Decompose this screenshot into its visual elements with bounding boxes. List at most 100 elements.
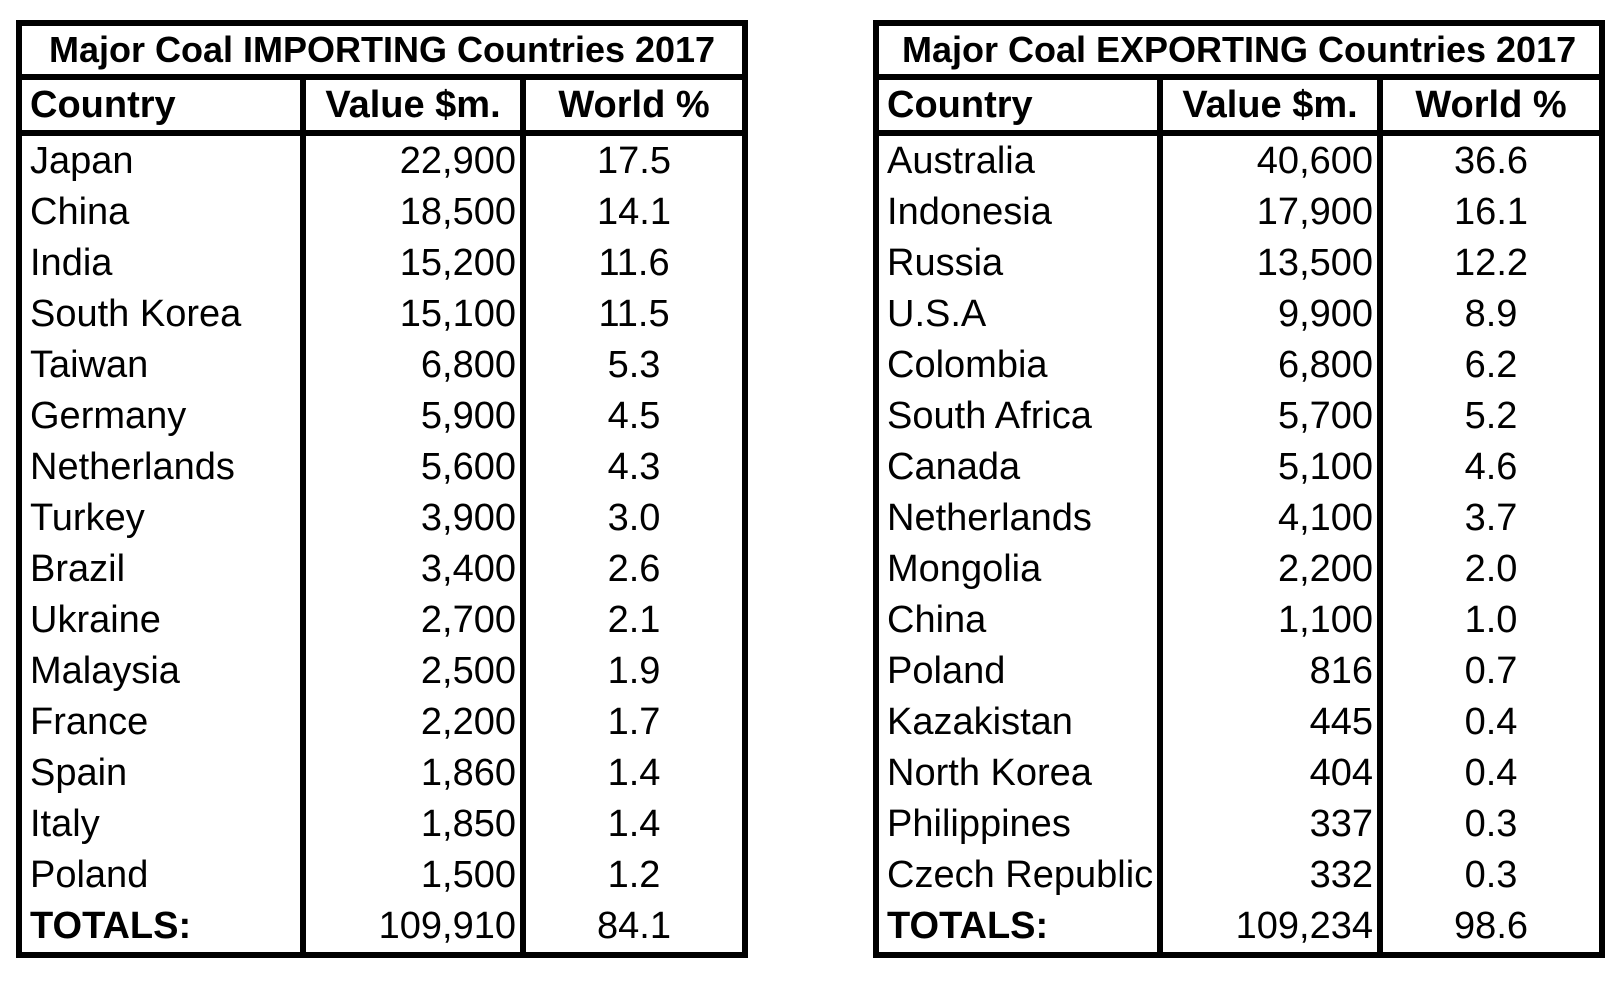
value-cell: 40,600	[1157, 133, 1381, 187]
country-cell: Turkey	[30, 497, 145, 539]
world-pct-cell: 1.2	[519, 850, 746, 901]
column-header-row: Country Value $m. World %	[876, 77, 1603, 136]
data-row: Mongolia 2,200 2.0	[876, 544, 1603, 595]
value-cell: 5,600	[300, 442, 523, 493]
value-cell: 17,900	[1157, 187, 1381, 238]
country-cell: Kazakistan	[887, 701, 1073, 743]
country-cell: Malaysia	[30, 650, 180, 692]
totals-value-cell: 109,234	[1157, 901, 1381, 955]
country-cell: Netherlands	[30, 446, 235, 488]
world-pct-cell: 0.3	[1377, 799, 1603, 850]
coal-trade-tables-page: Major Coal IMPORTING Countries 2017 Coun…	[16, 20, 1606, 958]
column-header-country: Country	[19, 77, 303, 136]
world-pct-cell: 0.4	[1377, 697, 1603, 748]
data-row: U.S.A 9,900 8.9	[876, 289, 1603, 340]
value-cell: 1,500	[300, 850, 523, 901]
world-pct-cell: 2.1	[519, 595, 746, 646]
value-cell: 1,100	[1157, 595, 1381, 646]
table-title-row: Major Coal IMPORTING Countries 2017	[19, 23, 746, 80]
data-row: Czech Republic 332 0.3	[876, 850, 1603, 901]
country-cell: France	[30, 701, 149, 743]
value-cell: 2,500	[300, 646, 523, 697]
totals-row: TOTALS: 109,910 84.1	[19, 901, 746, 955]
column-header-row: Country Value $m. World %	[19, 77, 746, 136]
world-pct-cell: 12.2	[1377, 238, 1603, 289]
data-row: China 18,500 14.1	[19, 187, 746, 238]
world-pct-cell: 5.3	[519, 340, 746, 391]
column-header-value: Value $m.	[1157, 77, 1381, 136]
data-row: Ukraine 2,700 2.1	[19, 595, 746, 646]
totals-value-cell: 109,910	[300, 901, 523, 955]
data-row: Turkey 3,900 3.0	[19, 493, 746, 544]
value-cell: 404	[1157, 748, 1381, 799]
world-pct-cell: 0.7	[1377, 646, 1603, 697]
value-cell: 13,500	[1157, 238, 1381, 289]
country-cell: Russia	[887, 242, 1004, 284]
value-cell: 1,860	[300, 748, 523, 799]
data-row: Netherlands 5,600 4.3	[19, 442, 746, 493]
country-cell: Philippines	[887, 803, 1071, 845]
value-cell: 5,100	[1157, 442, 1381, 493]
country-cell: Ukraine	[30, 599, 161, 641]
value-cell: 445	[1157, 697, 1381, 748]
world-pct-cell: 3.7	[1377, 493, 1603, 544]
value-cell: 9,900	[1157, 289, 1381, 340]
data-row: Indonesia 17,900 16.1	[876, 187, 1603, 238]
column-header-value: Value $m.	[300, 77, 523, 136]
world-pct-cell: 8.9	[1377, 289, 1603, 340]
world-pct-cell: 1.0	[1377, 595, 1603, 646]
data-row: Canada 5,100 4.6	[876, 442, 1603, 493]
country-cell: Poland	[887, 650, 1006, 692]
data-row: Russia 13,500 12.2	[876, 238, 1603, 289]
totals-country-cell: TOTALS:	[30, 905, 192, 947]
world-pct-cell: 1.4	[519, 799, 746, 850]
column-header-world-pct: World %	[519, 77, 746, 136]
world-pct-cell: 1.9	[519, 646, 746, 697]
data-row: Kazakistan 445 0.4	[876, 697, 1603, 748]
table-title-row: Major Coal EXPORTING Countries 2017	[876, 23, 1603, 80]
value-cell: 15,200	[300, 238, 523, 289]
world-pct-cell: 3.0	[519, 493, 746, 544]
data-row: Malaysia 2,500 1.9	[19, 646, 746, 697]
totals-world-pct-cell: 98.6	[1377, 901, 1603, 955]
value-cell: 6,800	[1157, 340, 1381, 391]
data-row: Philippines 337 0.3	[876, 799, 1603, 850]
totals-row: TOTALS: 109,234 98.6	[876, 901, 1603, 955]
totals-world-pct-cell: 84.1	[519, 901, 746, 955]
data-row: Brazil 3,400 2.6	[19, 544, 746, 595]
world-pct-cell: 11.5	[519, 289, 746, 340]
value-cell: 816	[1157, 646, 1381, 697]
data-row: Netherlands 4,100 3.7	[876, 493, 1603, 544]
world-pct-cell: 17.5	[519, 133, 746, 187]
value-cell: 332	[1157, 850, 1381, 901]
world-pct-cell: 11.6	[519, 238, 746, 289]
country-cell: Italy	[30, 803, 100, 845]
country-cell: Colombia	[887, 344, 1048, 386]
country-cell: Canada	[887, 446, 1021, 488]
country-cell: Japan	[30, 140, 134, 182]
exporting-table-title: Major Coal EXPORTING Countries 2017	[876, 23, 1603, 80]
country-cell: Australia	[887, 140, 1035, 182]
value-cell: 3,400	[300, 544, 523, 595]
data-row: China 1,100 1.0	[876, 595, 1603, 646]
data-row: Colombia 6,800 6.2	[876, 340, 1603, 391]
column-header-country: Country	[876, 77, 1161, 136]
country-cell: Czech Republic	[887, 854, 1154, 896]
world-pct-cell: 16.1	[1377, 187, 1603, 238]
country-cell: South Korea	[30, 293, 242, 335]
importing-table-title: Major Coal IMPORTING Countries 2017	[19, 23, 746, 80]
value-cell: 15,100	[300, 289, 523, 340]
value-cell: 2,700	[300, 595, 523, 646]
country-cell: India	[30, 242, 113, 284]
value-cell: 6,800	[300, 340, 523, 391]
country-cell: China	[887, 599, 987, 641]
world-pct-cell: 1.7	[519, 697, 746, 748]
country-cell: South Africa	[887, 395, 1092, 437]
value-cell: 2,200	[1157, 544, 1381, 595]
world-pct-cell: 5.2	[1377, 391, 1603, 442]
country-cell: Spain	[30, 752, 128, 794]
country-cell: China	[30, 191, 130, 233]
world-pct-cell: 2.0	[1377, 544, 1603, 595]
data-row: Germany 5,900 4.5	[19, 391, 746, 442]
data-row: Taiwan 6,800 5.3	[19, 340, 746, 391]
